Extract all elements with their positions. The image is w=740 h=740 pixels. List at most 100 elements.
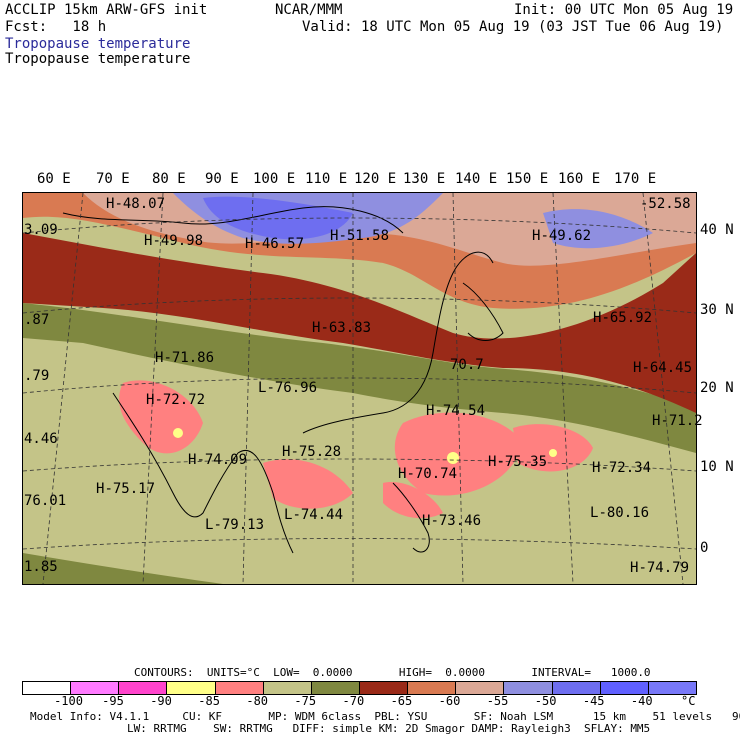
lon-label: 160 E	[558, 171, 601, 187]
extrema-label: H-74.54	[426, 403, 486, 419]
extrema-label: H-63.83	[312, 320, 372, 336]
color-swatch	[359, 682, 409, 694]
extrema-label: H-65.92	[593, 310, 653, 326]
lon-label: 110 E	[305, 171, 348, 187]
edge-value: 3.09	[24, 222, 58, 238]
color-scale-label: -75	[294, 694, 317, 708]
color-swatch	[311, 682, 360, 694]
extrema-label: L-79.13	[205, 517, 265, 533]
forecast-hour: Fcst: 18 h	[5, 19, 107, 35]
field-title-shaded: Tropopause temperature	[5, 36, 191, 52]
lat-label: 40 N	[700, 222, 734, 238]
graticule	[23, 193, 696, 584]
lon-label: 130 E	[403, 171, 446, 187]
coastline-philippines	[392, 482, 430, 553]
color-scale-label: -80	[246, 694, 269, 708]
coastline	[302, 251, 494, 434]
init-time: Init: 00 UTC Mon 05 Aug 19	[514, 2, 734, 18]
lon-label: 60 E	[37, 171, 71, 187]
extrema-label: H-48.07	[106, 196, 166, 212]
color-scale-label: -85	[198, 694, 220, 708]
color-swatch	[263, 682, 312, 694]
lat-label: 10 N	[700, 459, 734, 475]
extrema-label: 70.7	[450, 357, 484, 373]
color-swatch	[552, 682, 601, 694]
cold-core	[173, 428, 183, 438]
edge-value: 4.46	[24, 431, 58, 447]
color-swatch	[408, 682, 457, 694]
institution: NCAR/MMM	[275, 2, 343, 18]
edge-value: 1.85	[24, 559, 58, 575]
extrema-label: H-51.58	[330, 228, 390, 244]
extrema-label: H-74.79	[630, 560, 690, 576]
physics-info: LW: RRTMG SW: RRTMG DIFF: simple KM: 2D …	[127, 722, 651, 735]
lon-label: 80 E	[152, 171, 186, 187]
extrema-label: L-76.96	[258, 380, 318, 396]
color-scale-label: -90	[150, 694, 172, 708]
extrema-label: H-75.28	[282, 444, 342, 460]
color-scale-label: °C	[681, 694, 696, 708]
color-scale-label: -65	[390, 694, 413, 708]
lon-label: 70 E	[96, 171, 130, 187]
extrema-label: L-80.16	[590, 505, 650, 521]
extrema-label: H-70.74	[398, 466, 458, 482]
color-scale-label: -70	[342, 694, 365, 708]
border-line	[62, 206, 404, 234]
color-swatch	[23, 682, 72, 694]
band-minus50-east	[543, 209, 653, 249]
extrema-label: H-73.46	[422, 513, 482, 529]
lat-label: 20 N	[700, 380, 734, 396]
color-scale-label: -100	[54, 694, 83, 708]
cold-core	[447, 452, 459, 464]
lon-label: 120 E	[354, 171, 397, 187]
color-scale-bar	[22, 681, 697, 695]
lat-label: 0	[700, 540, 709, 556]
convection-patch-philippines	[383, 482, 443, 519]
coastline	[112, 392, 294, 554]
color-scale-label: -40	[630, 694, 653, 708]
extrema-label: H-75.17	[96, 481, 156, 497]
extrema-label: H-72.34	[592, 460, 652, 476]
color-swatch	[600, 682, 649, 694]
model-info: Model Info: V4.1.1 CU: KF MP: WDM 6class…	[30, 710, 740, 723]
coastline-japan	[462, 282, 504, 341]
lon-label: 170 E	[614, 171, 657, 187]
extrema-label: H-75.35	[488, 454, 548, 470]
edge-value: .87	[24, 312, 50, 328]
model-title: ACCLIP 15km ARW-GFS init	[5, 2, 208, 18]
edge-value: 76.01	[24, 493, 67, 509]
band-minus70-south	[23, 553, 223, 584]
color-swatch	[215, 682, 264, 694]
cold-core	[549, 449, 557, 457]
color-swatch	[456, 682, 505, 694]
map-canvas	[23, 193, 696, 584]
extrema-label: H-49.62	[532, 228, 592, 244]
color-swatch	[167, 682, 216, 694]
extrema-label: H-72.72	[146, 392, 206, 408]
lon-label: 100 E	[253, 171, 296, 187]
extrema-label: L-74.44	[284, 507, 344, 523]
tropopause-temperature-map	[22, 192, 697, 585]
color-scale-label: -55	[486, 694, 509, 708]
color-scale-label: -45	[582, 694, 605, 708]
color-swatch	[504, 682, 553, 694]
extrema-label: H-71.86	[155, 350, 215, 366]
extrema-label: H-46.57	[245, 236, 305, 252]
color-swatch	[71, 682, 120, 694]
convection-patch-indochina	[263, 459, 353, 509]
color-scale-label: -95	[102, 694, 124, 708]
extrema-label: H-49.98	[144, 233, 204, 249]
extrema-label: H-71.2	[652, 413, 703, 429]
band-minus65	[23, 233, 696, 413]
color-scale-label: -50	[534, 694, 557, 708]
extrema-label: H-74.09	[188, 452, 248, 468]
valid-time: Valid: 18 UTC Mon 05 Aug 19 (03 JST Tue …	[302, 19, 724, 35]
lat-label: 30 N	[700, 302, 734, 318]
color-scale-label: -60	[438, 694, 461, 708]
lon-label: 140 E	[455, 171, 498, 187]
contours-info: CONTOURS: UNITS=°C LOW= 0.0000 HIGH= 0.0…	[134, 666, 651, 679]
lon-label: 150 E	[506, 171, 549, 187]
extrema-label: H-64.45	[633, 360, 693, 376]
color-swatch	[648, 682, 696, 694]
extrema-label: -52.58	[640, 196, 691, 212]
